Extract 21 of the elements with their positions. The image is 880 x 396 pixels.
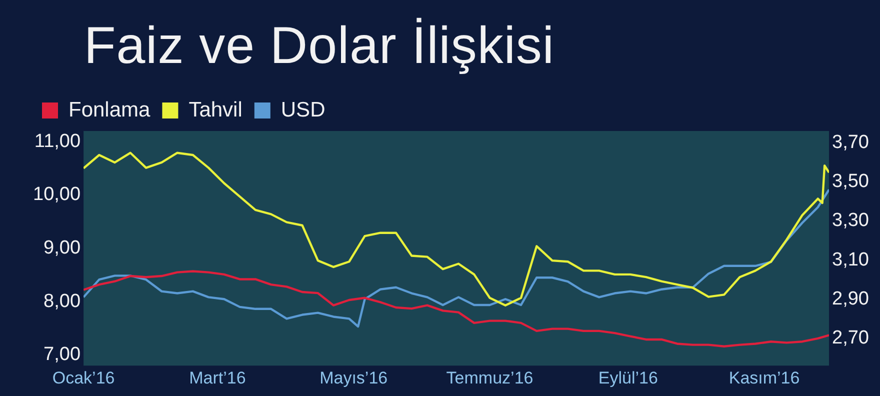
- y-tick-label: 8,00: [44, 290, 81, 312]
- legend-label: Fonlama: [68, 98, 151, 122]
- legend-label: Tahvil: [188, 98, 242, 122]
- x-tick-label: Temmuz’16: [446, 368, 534, 388]
- x-tick-label: Mart’16: [189, 368, 246, 388]
- x-tick-label: Eylül’16: [598, 368, 658, 388]
- y2-tick-label: 3,50: [832, 171, 870, 192]
- y2-tick-label: 3,70: [832, 132, 870, 153]
- x-tick-label: Ocak’16: [52, 368, 115, 388]
- y2-tick-label: 2,90: [832, 288, 870, 310]
- y-tick-label: 9,00: [44, 238, 81, 259]
- legend-label: USD: [280, 98, 326, 122]
- y-tick-label: 10,00: [33, 184, 81, 206]
- y2-tick-label: 3,30: [832, 210, 870, 232]
- chart-title: Faiz ve Dolar İlişkisi: [84, 16, 554, 77]
- x-tick-label: Mayıs’16: [320, 368, 388, 388]
- y2-tick-label: 2,70: [832, 327, 870, 348]
- y-tick-label: 7,00: [44, 344, 81, 366]
- y2-tick-label: 3,10: [832, 249, 870, 270]
- y-tick-label: 11,00: [34, 130, 81, 152]
- x-tick-label: Kasım’16: [728, 368, 800, 388]
